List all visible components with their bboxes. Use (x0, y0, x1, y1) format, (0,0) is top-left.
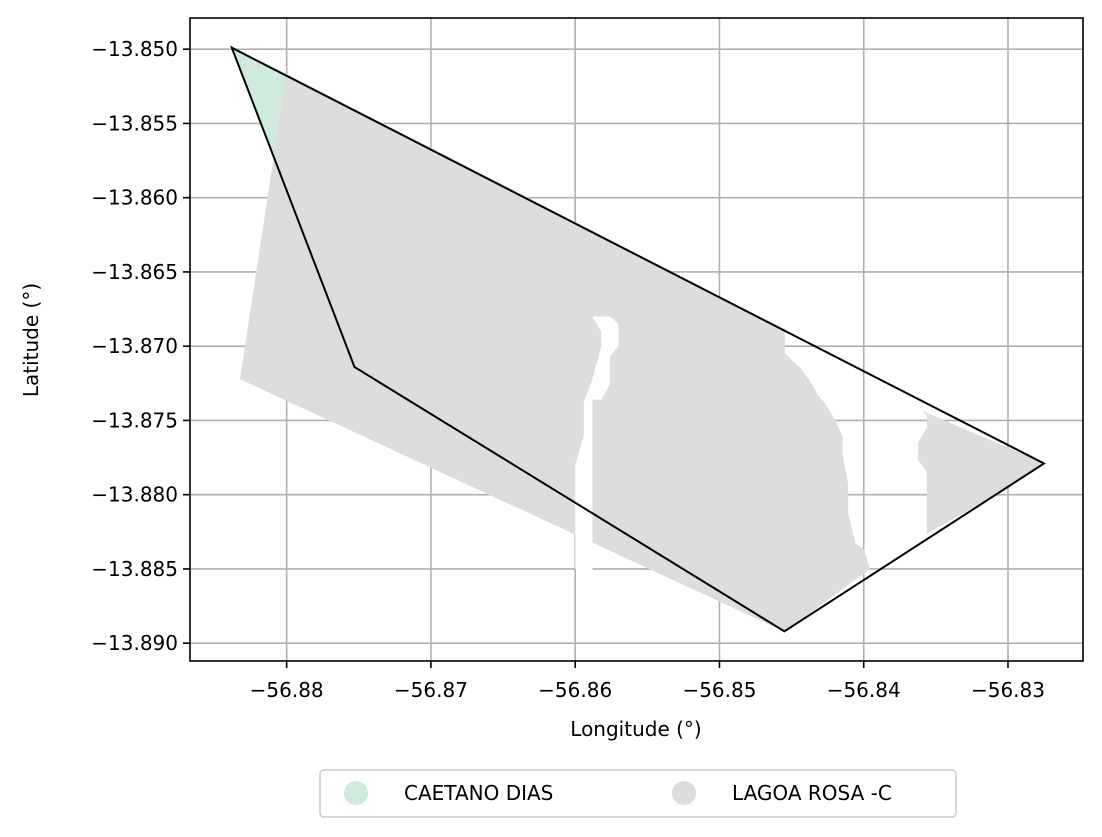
plot-frame (189, 17, 1084, 662)
x-tick-label: −56.84 (827, 678, 901, 702)
y-tick-label: −13.855 (91, 111, 178, 135)
y-tick-label: −13.890 (91, 631, 178, 655)
x-tick-label: −56.85 (682, 678, 756, 702)
map-regions (231, 46, 1045, 632)
y-tick-label: −13.875 (91, 408, 178, 432)
x-axis-label: Longitude (°) (570, 717, 701, 741)
y-axis-label: Latitude (°) (19, 283, 43, 397)
legend-marker (344, 781, 368, 805)
y-tick-label: −13.880 (91, 483, 178, 507)
y-tick-label: −13.885 (91, 557, 178, 581)
legend-frame (319, 769, 957, 818)
x-tick-label: −56.87 (394, 678, 468, 702)
y-tick-label: −13.850 (91, 37, 178, 61)
region-lagoa-rosa-c (918, 411, 1045, 534)
region-lagoa-rosa-c (240, 73, 870, 632)
x-axis-ticks: −56.88 −56.87 −56.86 −56.85 −56.84 −56.83 (250, 661, 1045, 702)
y-tick-label: −13.860 (91, 186, 178, 210)
y-tick-label: −13.865 (91, 260, 178, 284)
x-tick-label: −56.86 (538, 678, 612, 702)
legend-label: LAGOA ROSA -C (732, 781, 892, 805)
x-tick-label: −56.83 (971, 678, 1045, 702)
y-axis-ticks: −13.850 −13.855 −13.860 −13.865 −13.870 −13.8… (91, 37, 190, 655)
x-tick-label: −56.88 (250, 678, 324, 702)
legend: CAETANO DIAS LAGOA ROSA -C (319, 769, 957, 818)
region-hole (575, 316, 619, 584)
legend-marker (672, 781, 696, 805)
legend-label: CAETANO DIAS (404, 781, 553, 805)
study-area-boundary (229, 45, 1046, 633)
y-tick-label: −13.870 (91, 334, 178, 358)
boundary-outline (229, 45, 1046, 633)
